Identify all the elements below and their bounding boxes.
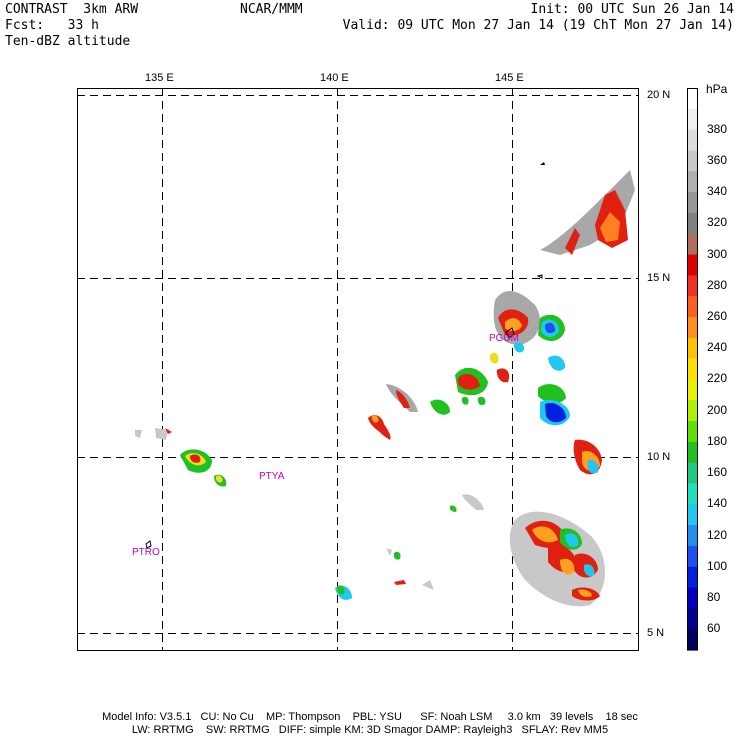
colorbar-tick-label: 200	[707, 402, 728, 417]
init-time: Init: 00 UTC Sun 26 Jan 14	[530, 2, 735, 17]
institution: NCAR/MMM	[240, 2, 303, 17]
colorbar-swatch	[687, 608, 698, 630]
colorbar-tick-label: 300	[707, 246, 728, 261]
colorbar-swatch	[687, 108, 698, 131]
colorbar-swatch	[687, 545, 698, 568]
station-label-ptya: PTYA	[259, 471, 285, 482]
echo-central-east	[368, 367, 570, 440]
echo-west	[135, 428, 227, 487]
echo-guam-cluster	[489, 290, 566, 383]
colorbar-swatch	[687, 192, 698, 214]
colorbar-swatch	[687, 337, 698, 360]
colorbar-swatch	[687, 150, 698, 172]
station-label-ptro: PTRO	[132, 547, 160, 558]
echo-north-band	[540, 162, 635, 255]
colorbar-swatch	[687, 88, 698, 110]
colorbar-tick-label: 340	[707, 184, 728, 199]
colorbar-swatch	[687, 296, 698, 318]
field-name: Ten-dBZ altitude	[5, 34, 131, 49]
colorbar-tick-label: 220	[707, 371, 728, 386]
colorbar-swatch	[687, 129, 698, 152]
colorbar-tick-label: 260	[707, 309, 728, 323]
lon-label-135: 135 E	[145, 72, 174, 84]
colorbar-tick-label: 60	[707, 621, 721, 636]
colorbar-swatch	[687, 441, 698, 464]
colorbar-tick-label: 180	[707, 433, 728, 448]
colorbar-tick-label: 240	[707, 340, 728, 355]
lat-label-20: 20 N	[647, 89, 671, 101]
colorbar-tick-label: 140	[707, 496, 728, 511]
colorbar-tick-label: 100	[707, 558, 728, 573]
colorbar-swatch	[687, 483, 698, 505]
small-islet-marker	[536, 274, 543, 279]
echo-east-10n	[573, 439, 602, 475]
forecast-hour: Fcst: 33 h	[5, 18, 99, 33]
colorbar-swatch	[687, 233, 698, 256]
lat-label-15: 15 N	[647, 272, 671, 284]
colorbar-tick-label: 320	[707, 215, 728, 230]
colorbar-frame	[687, 88, 698, 650]
colorbar-swatch	[687, 587, 698, 609]
lat-label-5: 5 N	[647, 627, 665, 639]
graticule	[77, 88, 639, 651]
colorbar-swatch	[687, 400, 698, 422]
colorbar-swatch	[687, 421, 698, 443]
colorbar-swatch	[687, 504, 698, 526]
colorbar-tick-label: 120	[707, 527, 728, 542]
colorbar-swatch	[687, 275, 698, 297]
colorbar-swatch	[687, 316, 698, 339]
colorbar-tick-label: 280	[707, 277, 728, 292]
station-markers	[145, 274, 543, 549]
guam-island-marker	[505, 327, 515, 339]
echo-southeast	[449, 494, 605, 607]
colorbar-swatch	[687, 462, 698, 485]
colorbar-tick-label: 380	[707, 121, 728, 136]
colorbar-swatch	[687, 254, 698, 276]
colorbar-tick-label: 80	[707, 590, 721, 604]
ptro-island-marker	[145, 540, 152, 549]
model-info-line1: Model Info: V3.5.1 CU: No Cu MP: Thompso…	[102, 711, 638, 723]
map-frame	[77, 88, 639, 651]
station-label-pgum: PGUM	[489, 333, 519, 344]
colorbar-swatch	[687, 566, 698, 589]
model-title: CONTRAST 3km ARW	[5, 2, 139, 17]
colorbar-tick-label: 160	[707, 465, 728, 480]
echo-south-small	[335, 548, 434, 600]
colorbar-unit: hPa	[706, 82, 728, 96]
colorbar-swatch	[687, 212, 698, 235]
valid-time: Valid: 09 UTC Mon 27 Jan 14 (19 ChT Mon …	[342, 18, 734, 33]
colorbar-swatch	[687, 379, 698, 401]
lon-label-140: 140 E	[320, 72, 349, 84]
lon-label-145: 145 E	[495, 72, 524, 84]
lat-label-10: 10 N	[647, 451, 671, 463]
colorbar-swatch	[687, 525, 698, 547]
colorbar-swatch	[687, 171, 698, 193]
colorbar-swatch	[687, 358, 698, 380]
colorbar-tick-label: 360	[707, 152, 728, 167]
colorbar-swatch	[687, 629, 698, 651]
model-info-line2: LW: RRTMG SW: RRTMG DIFF: simple KM: 3D …	[131, 724, 609, 736]
